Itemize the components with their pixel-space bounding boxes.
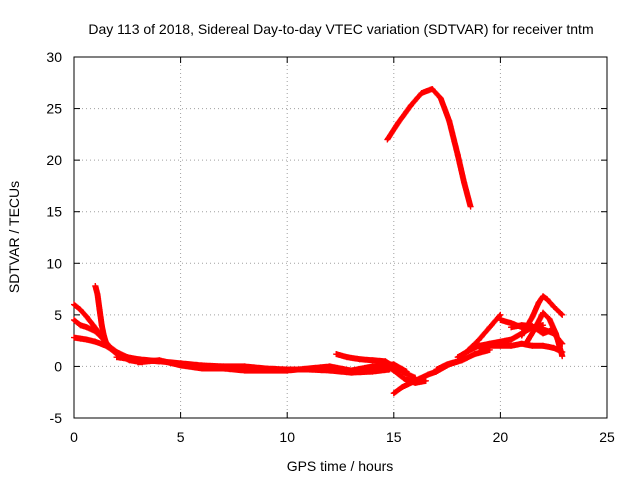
y-axis-label: SDTVAR / TECUs [6,181,22,293]
chart-title: Day 113 of 2018, Sidereal Day-to-day VTE… [88,21,593,37]
y-tick-label: 10 [46,255,62,271]
series-arc-high [384,86,473,210]
x-tick-label: 20 [493,429,509,445]
x-tick-label: 25 [599,429,615,445]
x-tick-label: 0 [70,429,78,445]
data-points [71,86,565,396]
x-tick-label: 15 [386,429,402,445]
y-tick-label: 30 [46,49,62,65]
y-tick-label: 0 [54,358,62,374]
y-tick-label: 5 [54,307,62,323]
x-axis-label: GPS time / hours [287,458,394,474]
x-tick-label: 5 [177,429,185,445]
y-tick-label: -5 [50,410,63,426]
x-tick-label: 10 [279,429,295,445]
y-tick-label: 15 [46,204,62,220]
y-tick-label: 25 [46,101,62,117]
chart: 0 5 10 15 20 25 -5 0 5 10 15 20 25 30 Day 113 of 2018… [0,0,640,480]
series-markers [384,86,473,210]
y-tick-label: 20 [46,152,62,168]
